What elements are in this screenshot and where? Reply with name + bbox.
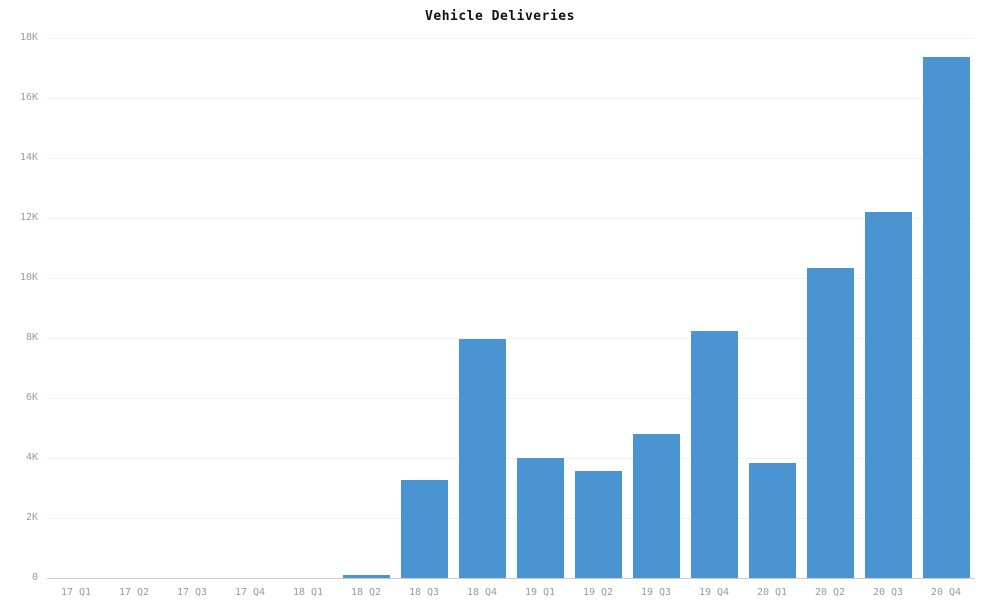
x-tick-label: 18 Q3 [408, 587, 440, 598]
y-tick-label: 12K [19, 212, 38, 223]
x-tick-label: 20 Q3 [872, 587, 904, 598]
x-tick-label: 18 Q4 [466, 587, 498, 598]
x-tick-label: 18 Q1 [292, 587, 324, 598]
y-tick-label: 16K [19, 92, 38, 103]
y-gridline [47, 518, 975, 519]
y-gridline [47, 158, 975, 159]
x-tick-label: 19 Q3 [640, 587, 672, 598]
x-tick-label: 20 Q1 [756, 587, 788, 598]
bar-18-q2[interactable] [342, 575, 390, 578]
y-tick-label: 0 [31, 572, 38, 583]
x-tick-label: 17 Q3 [176, 587, 208, 598]
y-gridline [47, 458, 975, 459]
x-tick-label: 20 Q4 [930, 587, 962, 598]
y-gridline [47, 98, 975, 99]
y-tick-label: 10K [19, 272, 38, 283]
y-gridline [47, 218, 975, 219]
y-tick-label: 18K [19, 32, 38, 43]
y-tick-label: 14K [19, 152, 38, 163]
chart-title: Vehicle Deliveries [425, 9, 575, 24]
bar-19-q4[interactable] [690, 331, 738, 578]
x-tick-label: 19 Q4 [698, 587, 730, 598]
bar-20-q1[interactable] [748, 462, 796, 578]
x-tick-label: 17 Q2 [118, 587, 150, 598]
bar-20-q2[interactable] [806, 268, 854, 578]
bar-19-q3[interactable] [632, 434, 680, 578]
x-tick-label: 18 Q2 [350, 587, 382, 598]
x-tick-label: 19 Q1 [524, 587, 556, 598]
bar-19-q2[interactable] [574, 471, 622, 578]
bar-18-q4[interactable] [458, 338, 506, 578]
bar-20-q4[interactable] [922, 57, 970, 578]
y-gridline [47, 398, 975, 399]
y-gridline [47, 278, 975, 279]
bar-18-q3[interactable] [400, 479, 448, 578]
y-tick-label: 4K [25, 452, 38, 463]
y-tick-label: 6K [25, 392, 38, 403]
y-gridline [47, 338, 975, 339]
bar-20-q3[interactable] [864, 211, 912, 578]
x-tick-label: 19 Q2 [582, 587, 614, 598]
x-tick-label: 17 Q1 [60, 587, 92, 598]
y-tick-label: 8K [25, 332, 38, 343]
y-tick-label: 2K [25, 512, 38, 523]
x-axis-line [47, 578, 975, 579]
bar-19-q1[interactable] [516, 458, 564, 578]
y-gridline [47, 38, 975, 39]
x-tick-label: 20 Q2 [814, 587, 846, 598]
x-tick-label: 17 Q4 [234, 587, 266, 598]
